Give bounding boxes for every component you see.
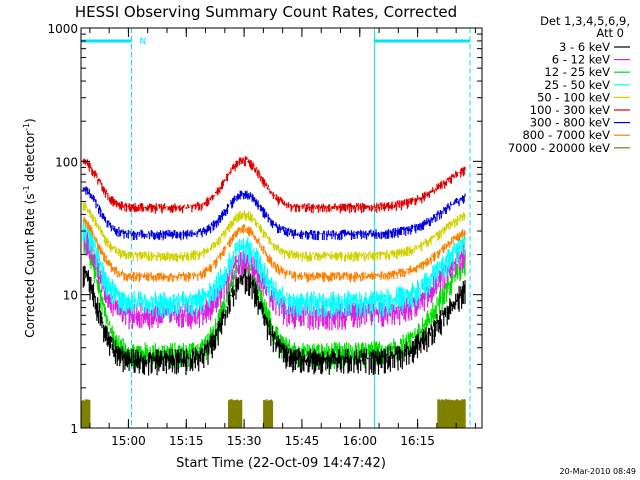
chart-title: HESSI Observing Summary Count Rates, Cor… (75, 3, 457, 21)
series-50-100kev (82, 202, 466, 262)
y-tick-label: 1000 (47, 22, 78, 36)
series-800-7000kev (82, 216, 466, 283)
legend-label: 800 - 7000 keV (522, 128, 610, 142)
legend-header-line1: Det 1,3,4,5,6,9, (540, 14, 630, 28)
legend-label: 12 - 25 keV (544, 65, 610, 79)
legend-header-line2: Att 0 (596, 26, 624, 40)
saa-burst (228, 399, 243, 428)
x-tick-label: 15:00 (111, 434, 146, 448)
axes: 1 10 100 1000 15:00 15:15 15:30 15:45 16:00 16:15 (47, 22, 482, 448)
series-100-300kev (82, 156, 466, 214)
series-3-6kev (82, 265, 466, 376)
legend-label: 300 - 800 keV (530, 116, 610, 130)
night-label: N (140, 37, 147, 47)
x-tick-label: 16:00 (342, 434, 377, 448)
x-tick-label: 16:15 (400, 434, 435, 448)
y-tick-label: 1 (70, 422, 78, 436)
saa-burst (437, 399, 466, 428)
footer-timestamp: 20-Mar-2010 08:49 (560, 467, 637, 476)
x-tick-label: 15:30 (227, 434, 262, 448)
y-axis-label: Corrected Count Rate (s-1 detector-1) (22, 118, 37, 337)
saa-burst (81, 399, 91, 428)
series-300-800kev (82, 186, 466, 241)
x-tick-label: 15:45 (285, 434, 320, 448)
plot-frame (80, 27, 483, 429)
legend-label: 25 - 50 keV (544, 78, 610, 92)
series-layer (82, 156, 466, 376)
saa-bursts (81, 399, 466, 428)
legend-label: 100 - 300 keV (530, 103, 610, 117)
legend-label: 7000 - 20000 keV (508, 141, 610, 155)
x-axis-label: Start Time (22-Oct-09 14:47:42) (176, 456, 386, 471)
y-tick-label: 10 (63, 289, 78, 303)
saa-burst (263, 399, 274, 428)
legend-label: 50 - 100 keV (537, 90, 610, 104)
legend-label: 6 - 12 keV (552, 53, 610, 67)
x-tick-label: 15:15 (169, 434, 204, 448)
legend-label: 3 - 6 keV (559, 40, 610, 54)
y-tick-label: 100 (55, 155, 78, 169)
